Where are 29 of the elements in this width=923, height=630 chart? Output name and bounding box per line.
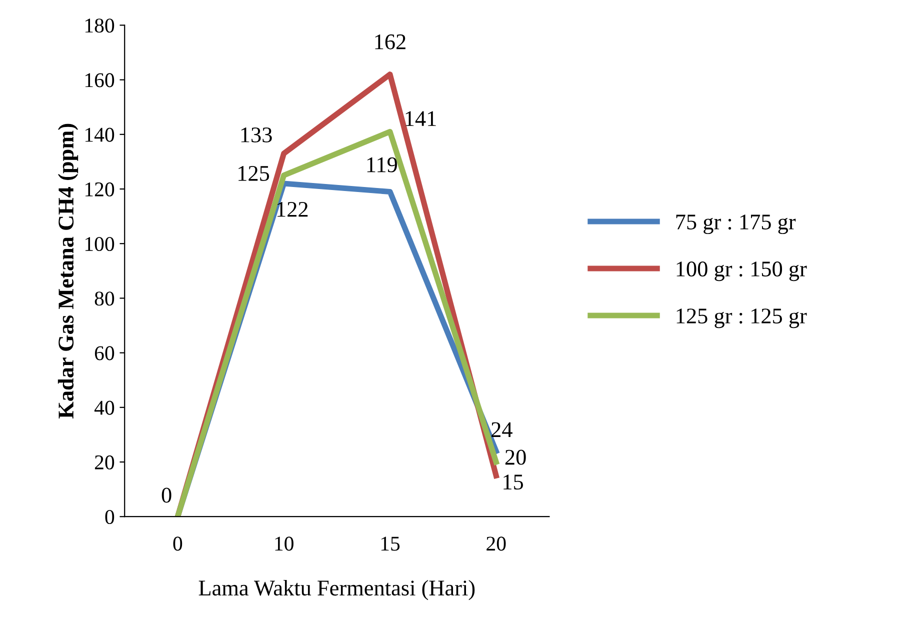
x-tick-label: 15 xyxy=(381,536,400,551)
data-label: 119 xyxy=(367,157,397,172)
data-label: 162 xyxy=(375,34,406,50)
data-label: 24 xyxy=(492,422,512,437)
x-axis-title: Lama Waktu Fermentasi (Hari) xyxy=(198,580,475,600)
data-label: 0 xyxy=(162,488,172,503)
legend-label: 125 gr : 125 gr xyxy=(676,308,807,328)
data-label: 141 xyxy=(406,111,436,126)
legend-label: 75 gr : 175 gr xyxy=(676,214,796,234)
x-tick-label: 10 xyxy=(275,536,294,551)
data-label: 125 xyxy=(238,166,270,181)
y-tick-label: 80 xyxy=(94,292,114,306)
legend-label: 100 gr : 150 gr xyxy=(676,262,807,282)
data-label: 133 xyxy=(241,127,272,142)
x-tick-label: 0 xyxy=(173,536,182,551)
y-tick-label: 100 xyxy=(85,236,114,252)
data-label: 15 xyxy=(504,474,524,490)
y-tick-label: 160 xyxy=(85,73,114,88)
y-tick-label: 40 xyxy=(94,400,114,415)
data-label: 122 xyxy=(277,202,308,217)
y-tick-label: 0 xyxy=(105,510,114,524)
data-label: 20 xyxy=(505,450,526,465)
y-tick-label: 60 xyxy=(94,346,114,360)
y-tick-label: 120 xyxy=(85,182,114,196)
y-tick-label: 20 xyxy=(94,455,114,470)
x-tick-label: 20 xyxy=(486,536,506,551)
y-tick-label: 140 xyxy=(85,128,114,142)
y-axis-title: Kadar Gas Metana CH4 (ppm) xyxy=(58,124,78,418)
y-tick-label: 180 xyxy=(85,18,114,33)
